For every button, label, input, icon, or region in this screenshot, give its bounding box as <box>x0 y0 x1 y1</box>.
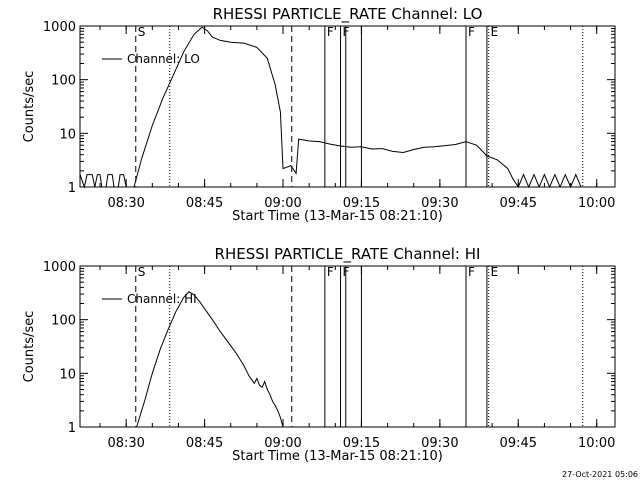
panel1-event-marker-label: S <box>138 25 146 39</box>
panel2-x-tick-label: 10:00 <box>578 436 615 451</box>
panel2-x-axis-label: Start Time (13-Mar-15 08:21:10) <box>232 449 443 464</box>
panel2-series-line <box>136 291 284 428</box>
panel1-x-tick-label: 09:00 <box>264 196 301 211</box>
panel1-x-tick-label: 08:45 <box>186 196 223 211</box>
panel2-title: RHESSI PARTICLE_RATE Channel: HI <box>215 245 481 264</box>
panel2-y-tick-label: 100 <box>51 314 76 329</box>
panel2-plot-frame <box>79 265 616 428</box>
panel1-y-tick-label: 10 <box>59 127 76 142</box>
panel1-x-tick-label: 09:30 <box>421 196 458 211</box>
panel1-x-tick-label: 09:45 <box>500 196 537 211</box>
panel2-event-marker-label: S <box>138 265 146 279</box>
panel1-event-marker-label: E <box>491 25 499 39</box>
panel1-event-marker-label: F <box>327 25 334 39</box>
panel1-title: RHESSI PARTICLE_RATE Channel: LO <box>213 5 483 24</box>
panel1-y-axis-label: Counts/sec <box>22 71 37 143</box>
panel1-x-tick-label: 08:30 <box>107 196 144 211</box>
panel2-x-tick-label: 09:45 <box>500 436 537 451</box>
panel2-event-marker-label: E <box>491 265 499 279</box>
panel2-x-tick-label: 08:30 <box>107 436 144 451</box>
panel2-legend-label: Channel: HI <box>127 292 197 306</box>
panel2-y-tick-label: 1000 <box>43 260 76 275</box>
panel2-x-tick-label: 09:30 <box>421 436 458 451</box>
panel1-legend-label: Channel: LO <box>127 52 200 66</box>
panel1-chart: RHESSI PARTICLE_RATE Channel: LO 1 10 100 10… <box>22 5 616 224</box>
panel1-x-tick-label: 09:15 <box>343 196 380 211</box>
panel2-x-tick-label: 08:45 <box>186 436 223 451</box>
panel1-event-marker-label: F <box>468 25 475 39</box>
panel1-x-tick-label: 10:00 <box>578 196 615 211</box>
panel1-x-axis-label: Start Time (13-Mar-15 08:21:10) <box>232 209 443 224</box>
panel1-y-tick-label: 1 <box>68 181 76 196</box>
panel1-plot-frame <box>79 25 616 188</box>
panel1-series-line <box>79 26 582 189</box>
panel2-x-tick-label: 09:00 <box>264 436 301 451</box>
panel2-x-tick-label: 09:15 <box>343 436 380 451</box>
panel1-y-tick-label: 100 <box>51 74 76 89</box>
footer-timestamp: 27-Oct-2021 05:06 <box>562 470 638 479</box>
panel2-event-marker-label: F <box>327 265 334 279</box>
panel2-y-tick-label: 10 <box>59 367 76 382</box>
panel2-chart: RHESSI PARTICLE_RATE Channel: HI 1 10 100 10… <box>22 245 616 464</box>
panel2-y-axis-label: Counts/sec <box>22 311 37 383</box>
panel2-y-tick-label: 1 <box>68 421 76 436</box>
panel2-event-marker-label: F <box>468 265 475 279</box>
panel1-y-tick-label: 1000 <box>43 20 76 35</box>
